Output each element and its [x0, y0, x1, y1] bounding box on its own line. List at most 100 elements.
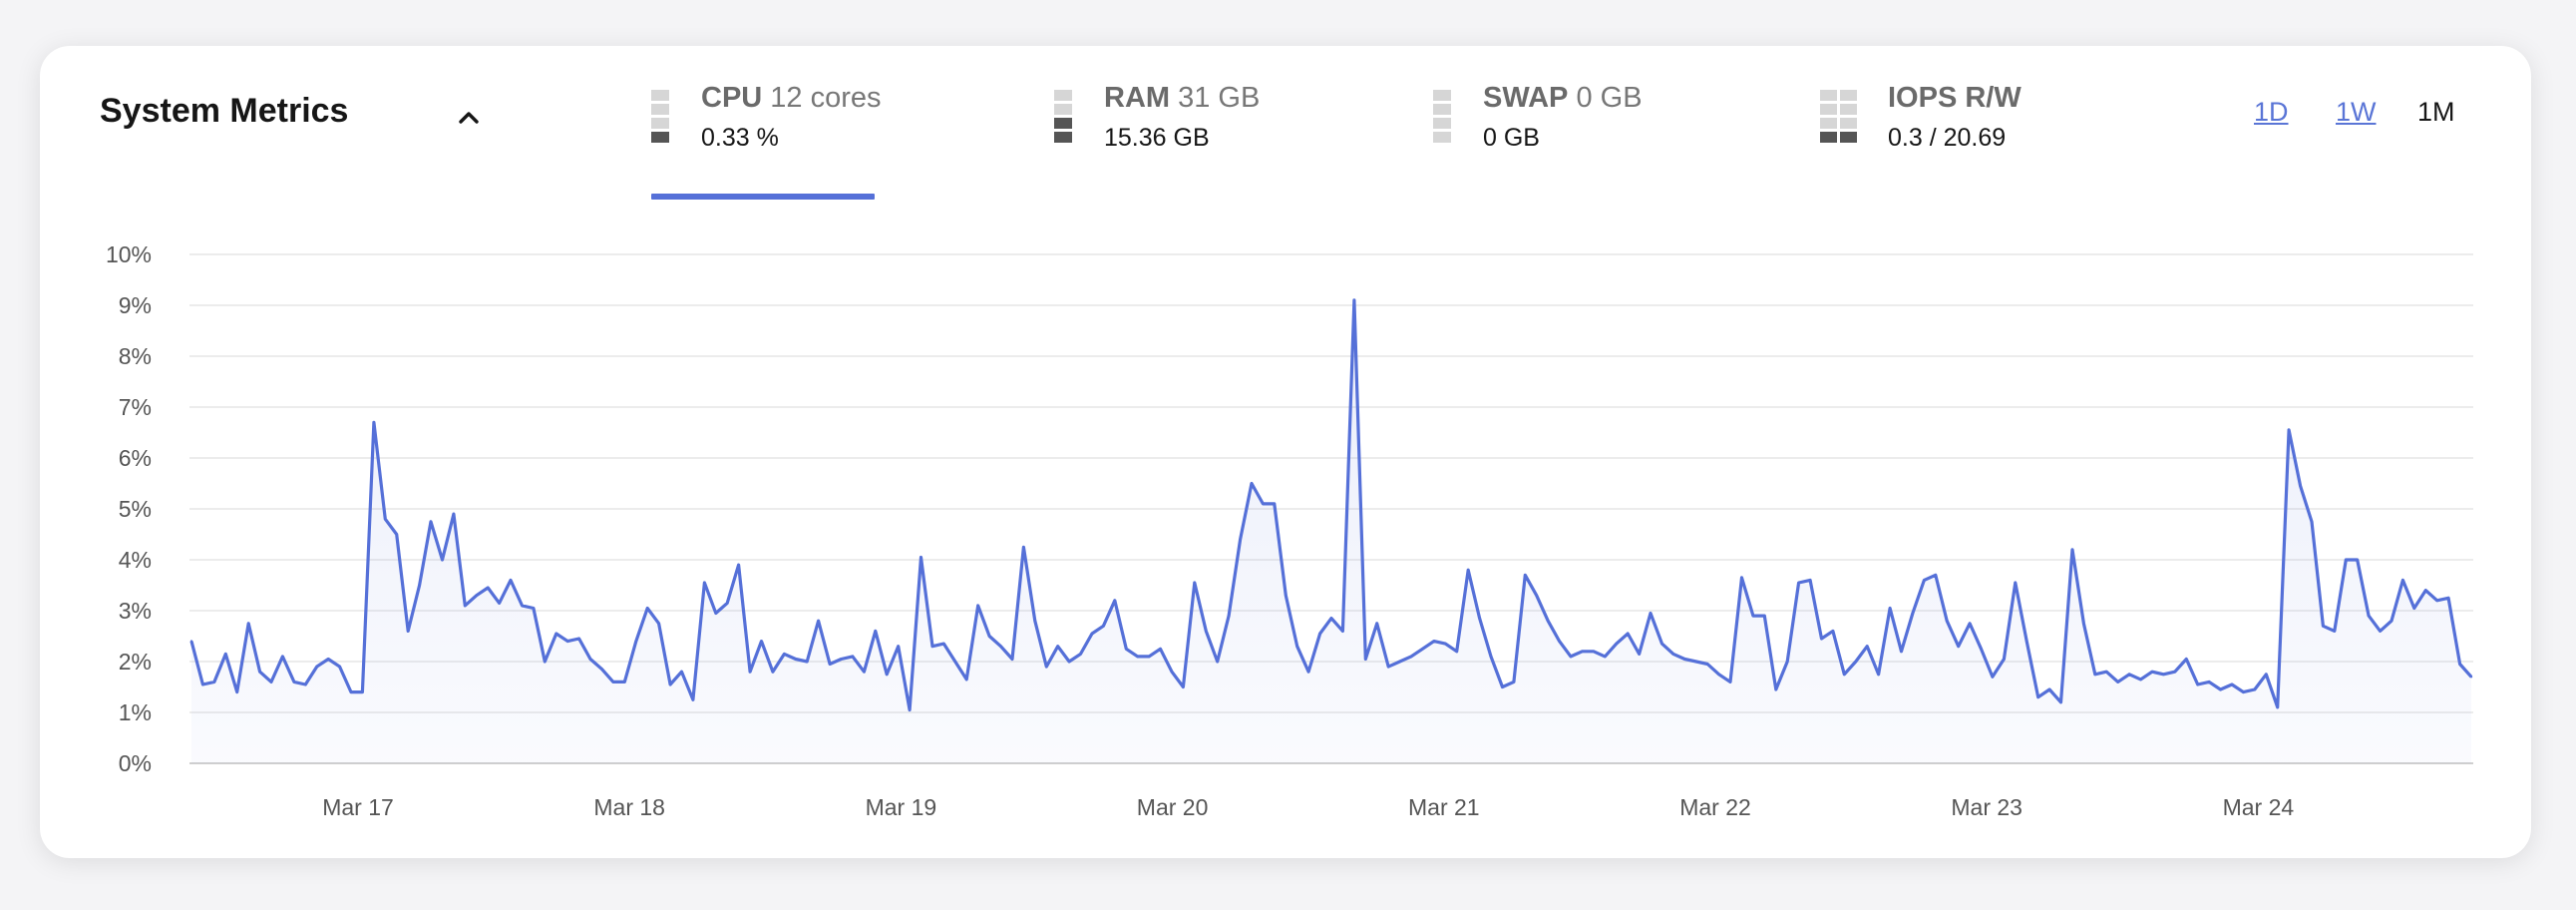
data-point: [1797, 581, 1800, 585]
data-point: [2299, 484, 2302, 488]
data-point: [2059, 700, 2062, 703]
data-point: [1854, 660, 1858, 664]
ram-usage-bars-icon: [1054, 90, 1072, 143]
range-1m-selected[interactable]: 1M: [2417, 97, 2455, 127]
data-point: [1831, 630, 1835, 633]
data-point: [1136, 655, 1139, 659]
data-point: [714, 612, 717, 615]
data-point: [509, 579, 513, 582]
data-point: [1627, 632, 1630, 636]
data-point: [611, 681, 615, 683]
data-point: [1262, 502, 1265, 506]
data-point: [338, 665, 341, 669]
metric-value: 0 GB: [1483, 124, 1540, 152]
data-point: [1717, 673, 1720, 676]
data-point: [361, 690, 364, 693]
data-point: [623, 681, 626, 683]
data-point: [2127, 673, 2131, 676]
data-point: [2446, 597, 2450, 600]
data-point: [1489, 655, 1493, 659]
data-point: [600, 668, 603, 671]
data-point: [1329, 617, 1333, 620]
data-point: [2310, 520, 2314, 523]
data-point: [851, 655, 855, 659]
x-tick-label: Mar 22: [1679, 794, 1751, 820]
data-point: [2070, 548, 2074, 551]
series-points: [189, 298, 2473, 711]
data-point: [2047, 687, 2051, 691]
data-point: [1751, 614, 1755, 618]
data-point: [1409, 655, 1413, 659]
data-point: [1318, 632, 1321, 636]
data-point: [1182, 685, 1185, 688]
metric-label: RAM 31 GB: [1104, 82, 1260, 115]
data-point: [2401, 579, 2404, 582]
metric-detail: 0 GB: [1576, 82, 1643, 114]
data-point: [189, 640, 193, 643]
metric-tab-iops[interactable]: IOPS R/W 0.3 / 20.69: [1820, 82, 2079, 172]
data-point: [1888, 607, 1892, 610]
x-tick-label: Mar 23: [1951, 794, 2023, 820]
x-tick-label: Mar 19: [866, 794, 937, 820]
data-point: [999, 645, 1002, 648]
data-point: [1090, 632, 1094, 636]
data-point: [2105, 671, 2108, 674]
data-point: [2207, 681, 2211, 683]
data-point: [2082, 622, 2085, 625]
data-point: [1147, 655, 1151, 659]
data-point: [1467, 569, 1470, 572]
data-point: [1285, 594, 1288, 597]
data-point: [1740, 576, 1743, 580]
data-point: [886, 673, 889, 676]
data-point: [748, 671, 752, 674]
data-point: [806, 660, 809, 664]
data-point: [1968, 622, 1972, 625]
chevron-up-icon[interactable]: [449, 98, 489, 138]
range-1d-link[interactable]: 1D: [2254, 97, 2289, 127]
metric-name: CPU: [701, 82, 763, 114]
metric-tab-cpu[interactable]: CPU 12 cores 0.33 %: [651, 82, 891, 200]
swap-usage-bars-icon: [1433, 90, 1451, 143]
data-point: [327, 658, 330, 661]
iops-usage-bars-icon: [1820, 90, 1857, 143]
range-1w-link[interactable]: 1W: [2336, 97, 2377, 127]
active-tab-indicator: [651, 194, 875, 200]
data-point: [920, 556, 922, 559]
data-point: [2265, 673, 2268, 676]
data-point: [897, 645, 900, 648]
data-point: [2196, 682, 2199, 686]
data-point: [1341, 630, 1344, 633]
y-tick-label: 10%: [106, 241, 152, 267]
data-point: [1432, 640, 1436, 643]
data-point: [703, 581, 706, 585]
metric-label: CPU 12 cores: [701, 82, 882, 115]
data-point: [588, 658, 592, 661]
data-point: [2139, 678, 2142, 682]
data-point: [646, 607, 649, 610]
data-point: [1306, 671, 1310, 674]
data-point: [1125, 648, 1128, 651]
metric-value: 15.36 GB: [1104, 124, 1210, 152]
data-point: [726, 602, 729, 605]
data-point: [1216, 660, 1219, 664]
y-tick-label: 2%: [119, 649, 152, 675]
data-point: [521, 604, 524, 608]
data-point: [1444, 642, 1447, 646]
metric-tab-swap[interactable]: SWAP 0 GB 0 GB: [1433, 82, 1672, 172]
data-point: [395, 533, 398, 536]
data-point: [464, 604, 467, 608]
data-point: [1786, 660, 1789, 664]
x-tick-label: Mar 17: [322, 794, 394, 820]
data-point: [498, 602, 501, 605]
data-point: [760, 640, 763, 643]
x-tick-label: Mar 20: [1137, 794, 1209, 820]
data-point: [2242, 690, 2245, 693]
data-point: [1193, 581, 1197, 585]
data-point: [1774, 687, 1778, 691]
data-point: [1957, 645, 1960, 648]
data-point: [2116, 681, 2119, 683]
metric-tab-ram[interactable]: RAM 31 GB 15.36 GB: [1054, 82, 1293, 172]
data-point: [1638, 653, 1641, 656]
data-point: [1923, 579, 1926, 582]
data-point: [1250, 482, 1254, 485]
